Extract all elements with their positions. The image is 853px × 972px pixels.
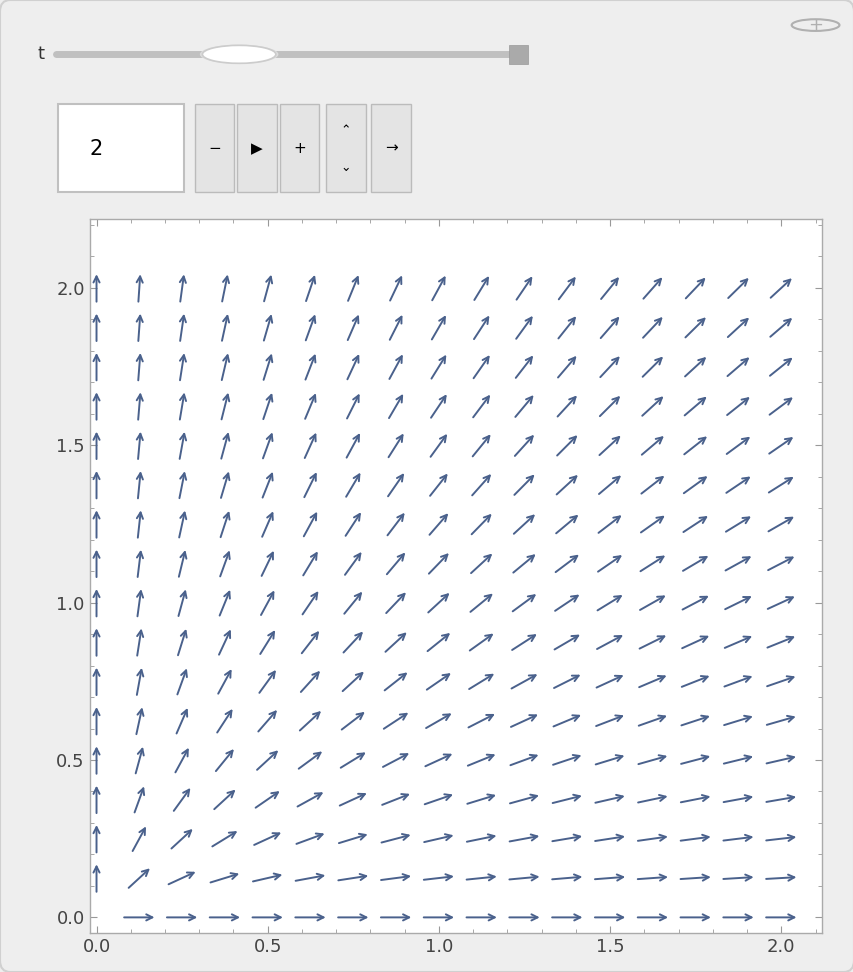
Circle shape [791, 19, 838, 31]
Text: t: t [38, 46, 44, 63]
Text: →: → [385, 141, 397, 156]
Text: +: + [293, 141, 305, 156]
Bar [371, 105, 410, 192]
Text: ⌄: ⌄ [340, 161, 351, 174]
Circle shape [202, 46, 276, 63]
Bar [508, 45, 527, 64]
Text: ⌃: ⌃ [340, 124, 351, 137]
Bar [58, 105, 184, 192]
Bar [237, 105, 276, 192]
Bar [194, 105, 234, 192]
Text: −: − [208, 141, 220, 156]
Bar [280, 105, 319, 192]
Text: +: + [807, 17, 822, 34]
Text: ▶: ▶ [251, 141, 263, 156]
Bar [326, 105, 365, 192]
Text: 2: 2 [90, 139, 103, 159]
Circle shape [200, 45, 278, 64]
